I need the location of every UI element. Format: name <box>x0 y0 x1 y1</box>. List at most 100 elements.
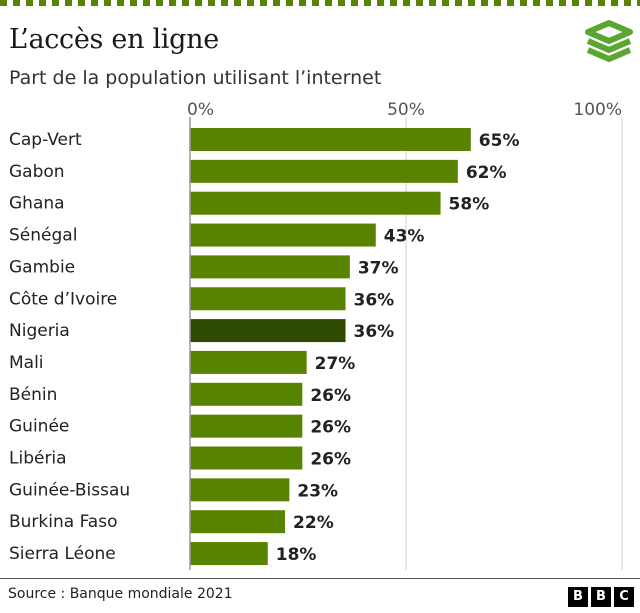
category-label: Guinée-Bissau <box>9 480 130 500</box>
x-tick-label: 50% <box>387 100 425 120</box>
top-dash <box>312 0 319 6</box>
top-dash <box>0 0 7 6</box>
top-dash <box>130 0 137 6</box>
category-label: Ghana <box>9 194 65 214</box>
top-dash-border <box>0 0 640 6</box>
value-label: 36% <box>354 290 395 310</box>
top-dash <box>273 0 280 6</box>
top-dash <box>260 0 267 6</box>
category-label: Nigeria <box>9 321 70 341</box>
category-label: Mali <box>9 353 44 373</box>
bar <box>190 128 471 151</box>
top-dash <box>286 0 293 6</box>
top-dash <box>91 0 98 6</box>
top-dash <box>611 0 618 6</box>
category-label: Côte d’Ivoire <box>9 289 117 309</box>
value-label: 65% <box>479 131 520 151</box>
bar <box>190 382 303 406</box>
top-dash <box>299 0 306 6</box>
top-dash <box>559 0 566 6</box>
top-dash <box>325 0 332 6</box>
category-label: Sénégal <box>9 226 77 246</box>
bbc-logo-letter: B <box>568 587 588 607</box>
top-dash <box>572 0 579 6</box>
bar <box>190 191 441 215</box>
top-dash <box>39 0 46 6</box>
source-note: Source : Banque mondiale 2021 <box>8 586 233 602</box>
top-dash <box>52 0 59 6</box>
top-dash <box>364 0 371 6</box>
top-dash <box>169 0 176 6</box>
bbc-visual-journalism-logo-icon <box>585 20 633 62</box>
top-dash <box>429 0 436 6</box>
value-label: 62% <box>466 163 507 183</box>
value-label: 22% <box>293 513 334 533</box>
bar <box>190 446 303 470</box>
bar-chart: 0% 50% 100% Cap-Vert 65% Gabon 62% Ghana 58% Séné… <box>9 100 623 570</box>
value-label: 26% <box>310 450 351 470</box>
top-dash <box>455 0 462 6</box>
top-dash <box>221 0 228 6</box>
top-dash <box>598 0 605 6</box>
top-dash <box>533 0 540 6</box>
bar <box>190 287 346 311</box>
bar <box>190 478 290 502</box>
top-dash <box>481 0 488 6</box>
top-dash <box>234 0 241 6</box>
bar <box>190 542 268 566</box>
top-dash <box>26 0 33 6</box>
category-label: Sierra Léone <box>9 544 116 564</box>
value-label: 36% <box>354 322 395 342</box>
value-label: 27% <box>315 354 356 374</box>
value-label: 26% <box>310 386 351 406</box>
top-dash <box>117 0 124 6</box>
category-label: Cap-Vert <box>9 130 82 150</box>
top-dash <box>195 0 202 6</box>
value-label: 23% <box>297 481 338 501</box>
value-label: 18% <box>276 545 317 565</box>
top-dash <box>143 0 150 6</box>
top-dash <box>507 0 514 6</box>
x-tick-label: 0% <box>187 100 214 120</box>
top-dash <box>624 0 631 6</box>
top-dash <box>13 0 20 6</box>
top-dash <box>416 0 423 6</box>
value-label: 26% <box>310 418 351 438</box>
top-dash <box>247 0 254 6</box>
top-dash <box>546 0 553 6</box>
bbc-logo-letter: B <box>591 587 611 607</box>
chart-subtitle: Part de la population utilisant l’intern… <box>9 67 382 89</box>
top-dash <box>637 0 640 6</box>
top-dash <box>78 0 85 6</box>
top-dash <box>351 0 358 6</box>
top-dash <box>390 0 397 6</box>
top-dash <box>208 0 215 6</box>
bar <box>190 510 286 534</box>
value-label: 37% <box>358 258 399 278</box>
category-label: Libéria <box>9 449 67 469</box>
top-dash <box>442 0 449 6</box>
category-label: Burkina Faso <box>9 512 117 532</box>
top-dash <box>65 0 72 6</box>
chart-title: L’accès en ligne <box>9 24 219 55</box>
bbc-logo-letter: C <box>614 587 634 607</box>
top-dash <box>104 0 111 6</box>
bbc-logo: B B C <box>568 587 634 607</box>
bar <box>190 414 303 438</box>
bar <box>190 350 307 374</box>
top-dash <box>520 0 527 6</box>
top-dash <box>338 0 345 6</box>
value-label: 58% <box>449 195 490 215</box>
value-label: 43% <box>384 227 425 247</box>
top-dash <box>377 0 384 6</box>
x-tick-label: 100% <box>573 100 622 120</box>
bar <box>190 159 458 183</box>
category-label: Gambie <box>9 257 75 277</box>
bar <box>190 319 346 343</box>
category-label: Guinée <box>9 417 69 437</box>
footer-divider <box>0 578 640 579</box>
bar <box>190 223 376 247</box>
top-dash <box>403 0 410 6</box>
top-dash <box>156 0 163 6</box>
category-label: Gabon <box>9 162 65 182</box>
